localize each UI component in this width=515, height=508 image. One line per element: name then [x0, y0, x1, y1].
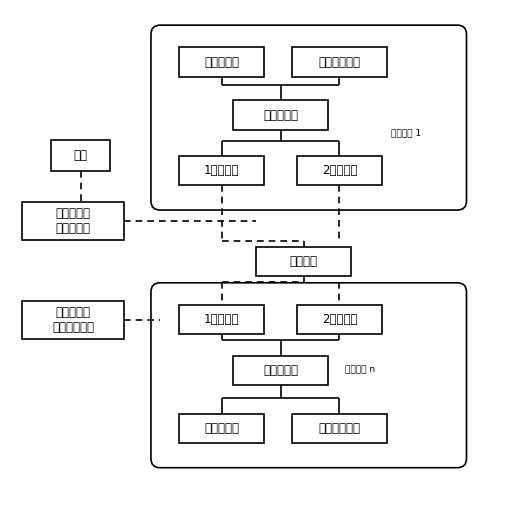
FancyBboxPatch shape	[292, 47, 387, 77]
Text: 红外线感应器: 红外线感应器	[318, 422, 360, 435]
FancyBboxPatch shape	[22, 301, 124, 339]
FancyBboxPatch shape	[151, 283, 467, 468]
FancyBboxPatch shape	[297, 156, 382, 185]
FancyBboxPatch shape	[52, 140, 110, 171]
FancyBboxPatch shape	[179, 305, 264, 334]
Text: 高速路出口
收费站计算机: 高速路出口 收费站计算机	[52, 306, 94, 334]
Text: 局部处理器: 局部处理器	[263, 109, 298, 121]
Text: 2号摄像头: 2号摄像头	[322, 313, 357, 326]
Text: 1号摄像头: 1号摄像头	[204, 313, 239, 326]
FancyBboxPatch shape	[179, 156, 264, 185]
Text: 检测装置 1: 检测装置 1	[391, 128, 421, 137]
Text: 压力传感器: 压力传感器	[204, 422, 239, 435]
Text: 2号摄像头: 2号摄像头	[322, 164, 357, 177]
Text: 车主: 车主	[74, 149, 88, 162]
FancyBboxPatch shape	[292, 414, 387, 443]
FancyBboxPatch shape	[297, 305, 382, 334]
Text: 检测装置 n: 检测装置 n	[345, 366, 375, 375]
FancyBboxPatch shape	[179, 47, 264, 77]
FancyBboxPatch shape	[179, 414, 264, 443]
Text: 压力传感器: 压力传感器	[204, 55, 239, 69]
Text: 控制中心: 控制中心	[289, 255, 318, 268]
Text: 局部处理器: 局部处理器	[263, 364, 298, 377]
Text: 相关交通部
门处罚系统: 相关交通部 门处罚系统	[56, 207, 91, 235]
FancyBboxPatch shape	[233, 356, 328, 385]
FancyBboxPatch shape	[256, 247, 351, 276]
FancyBboxPatch shape	[22, 202, 124, 240]
FancyBboxPatch shape	[233, 101, 328, 130]
FancyBboxPatch shape	[151, 25, 467, 210]
Text: 红外线感应器: 红外线感应器	[318, 55, 360, 69]
Text: 1号摄像头: 1号摄像头	[204, 164, 239, 177]
